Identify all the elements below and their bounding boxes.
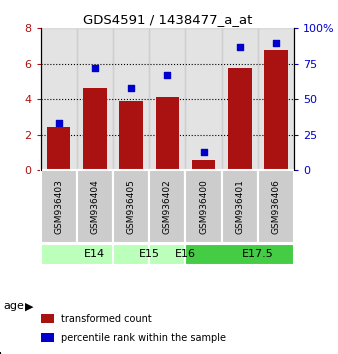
Bar [149, 28, 186, 170]
Text: GSM936405: GSM936405 [127, 179, 136, 234]
Bar [222, 28, 258, 170]
Point [128, 85, 134, 91]
Point [165, 72, 170, 78]
Bar [113, 28, 149, 170]
Text: E16: E16 [175, 249, 196, 259]
Bar [222, 28, 258, 170]
Bar [41, 28, 77, 170]
Bar [186, 28, 222, 170]
Bar [113, 170, 149, 243]
Point [237, 44, 242, 50]
Bar [77, 28, 113, 170]
Bar [186, 28, 222, 170]
Text: transformed count: transformed count [61, 314, 151, 324]
Text: age: age [3, 301, 24, 311]
Bar [113, 244, 149, 265]
Text: GSM936401: GSM936401 [235, 179, 244, 234]
Bar [222, 170, 258, 243]
Bar [47, 127, 70, 170]
Bar [83, 88, 107, 170]
Text: GSM936403: GSM936403 [54, 179, 63, 234]
Bar [192, 160, 215, 170]
Bar [149, 170, 186, 243]
Bar [113, 28, 149, 170]
Bar [77, 28, 113, 170]
Text: ▶: ▶ [25, 301, 34, 311]
Point [56, 121, 62, 126]
Text: GSM936402: GSM936402 [163, 179, 172, 234]
Text: percentile rank within the sample: percentile rank within the sample [61, 333, 226, 343]
Point [273, 40, 279, 45]
Bar [77, 170, 113, 243]
Text: E14: E14 [84, 249, 105, 259]
Bar [228, 68, 251, 170]
Text: GSM936404: GSM936404 [90, 179, 99, 234]
Bar [41, 244, 113, 265]
Bar [41, 28, 77, 170]
Text: E15: E15 [139, 249, 160, 259]
Text: E17.5: E17.5 [242, 249, 274, 259]
Title: GDS4591 / 1438477_a_at: GDS4591 / 1438477_a_at [82, 13, 252, 26]
Bar [264, 51, 288, 170]
Bar [186, 244, 294, 265]
Bar [41, 170, 77, 243]
Bar [186, 170, 222, 243]
Bar [258, 28, 294, 170]
Bar [149, 28, 186, 170]
Bar [149, 244, 186, 265]
Point [92, 65, 98, 71]
Text: GSM936406: GSM936406 [271, 179, 281, 234]
Point [201, 149, 206, 155]
Bar [258, 170, 294, 243]
Bar [155, 97, 179, 170]
Bar [119, 101, 143, 170]
Bar [258, 28, 294, 170]
Text: GSM936400: GSM936400 [199, 179, 208, 234]
